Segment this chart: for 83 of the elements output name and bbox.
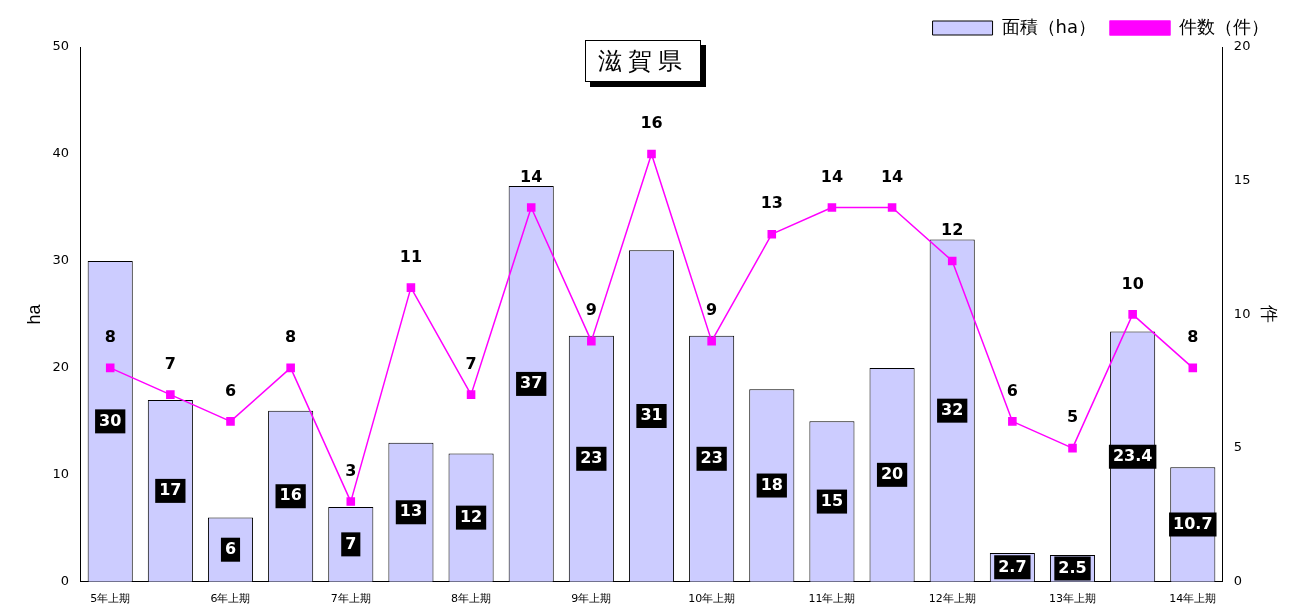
point — [346, 497, 356, 506]
x-tick-label: 12年上期 — [928, 592, 976, 606]
x-tick-label: 6年上期 — [210, 592, 251, 606]
point — [707, 336, 716, 346]
data-label: 8 — [285, 327, 297, 347]
y2-axis-title: 件 — [1259, 305, 1280, 324]
data-label: 5 — [1066, 407, 1079, 427]
legend-label: 面積（ha） — [1001, 15, 1097, 37]
y2-tick-label: 0 — [1233, 573, 1243, 589]
y2-tick-label: 5 — [1233, 439, 1243, 455]
point — [166, 390, 175, 399]
data-label: 10.7 — [1173, 513, 1213, 533]
data-label: 9 — [706, 300, 718, 320]
data-label: 13 — [399, 501, 423, 521]
y-tick-label: 30 — [52, 252, 70, 268]
point — [466, 390, 476, 399]
data-label: 17 — [159, 480, 182, 500]
point — [226, 417, 235, 426]
data-label: 6 — [224, 538, 237, 558]
point — [947, 256, 957, 266]
data-label: 30 — [99, 410, 122, 430]
x-tick-label: 11年上期 — [808, 592, 856, 606]
point — [406, 283, 416, 292]
point — [767, 229, 777, 239]
point — [1188, 363, 1198, 373]
data-label: 12 — [459, 506, 483, 526]
data-label: 8 — [1187, 327, 1199, 347]
data-label: 14 — [820, 166, 844, 186]
x-tick-label: 5年上期 — [90, 592, 131, 606]
data-label: 16 — [640, 113, 663, 133]
y-axis-title: ha — [23, 303, 44, 325]
data-label: 2.7 — [998, 556, 1027, 576]
data-label: 12 — [941, 220, 964, 240]
x-tick-label: 7年上期 — [330, 592, 371, 606]
data-label: 9 — [585, 300, 597, 320]
data-label: 6 — [224, 380, 237, 400]
y-tick-label: 10 — [52, 466, 70, 482]
point — [105, 363, 115, 373]
data-label: 14 — [880, 166, 904, 186]
y2-tick-label: 20 — [1233, 38, 1251, 54]
data-label: 3 — [345, 460, 357, 480]
point — [887, 203, 897, 212]
data-label: 23 — [580, 447, 603, 467]
data-label: 31 — [640, 405, 663, 425]
data-label: 7 — [465, 353, 477, 373]
x-tick-label: 9年上期 — [571, 592, 612, 606]
point — [526, 203, 536, 212]
data-label: 8 — [104, 327, 116, 347]
x-tick-label: 10年上期 — [688, 592, 736, 606]
point — [1068, 443, 1077, 453]
data-label: 14 — [520, 166, 543, 186]
x-tick-label: 14年上期 — [1169, 592, 1217, 606]
point — [827, 203, 837, 212]
data-label: 16 — [279, 485, 302, 505]
data-label: 23 — [700, 447, 723, 467]
point — [1008, 417, 1017, 426]
data-label: 32 — [941, 399, 964, 419]
data-label: 6 — [1006, 380, 1018, 400]
y2-tick-label: 15 — [1233, 172, 1251, 188]
point — [1128, 310, 1137, 319]
data-label: 10 — [1121, 273, 1144, 293]
point — [647, 149, 656, 159]
data-label: 23.4 — [1112, 445, 1153, 465]
data-label: 7 — [345, 533, 357, 553]
y2-tick-label: 10 — [1233, 305, 1251, 321]
y-tick-label: 40 — [52, 145, 70, 161]
x-tick-label: 8年上期 — [451, 592, 492, 606]
chart-title: 滋賀県 — [585, 40, 701, 82]
data-label: 15 — [820, 490, 844, 510]
data-label: 18 — [760, 474, 783, 494]
data-label: 20 — [880, 464, 904, 483]
data-label: 13 — [760, 193, 783, 213]
data-label: 11 — [399, 246, 423, 266]
data-label: 7 — [164, 353, 176, 373]
y-tick-label: 0 — [60, 573, 70, 589]
point — [286, 363, 295, 373]
point — [587, 336, 596, 346]
legend-label: 件数（件） — [1179, 15, 1269, 37]
y-tick-label: 20 — [52, 359, 70, 375]
y-tick-label: 50 — [52, 38, 70, 54]
x-tick-label: 13年上期 — [1049, 592, 1096, 606]
data-label: 2.5 — [1058, 557, 1087, 577]
data-label: 37 — [520, 373, 543, 393]
